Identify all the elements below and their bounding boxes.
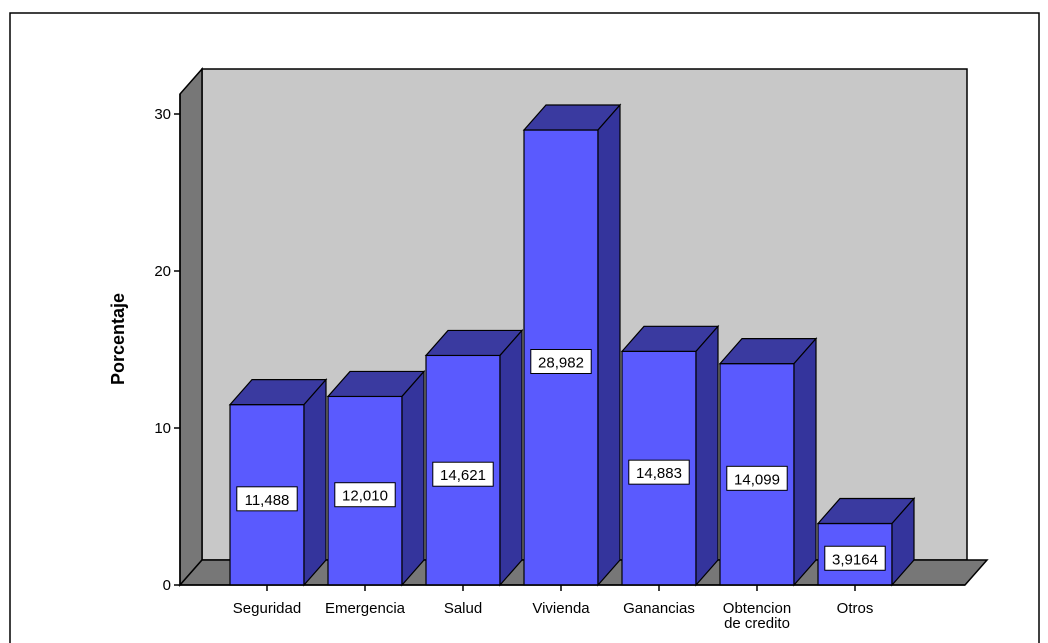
x-tick-label: Ganancias (623, 600, 695, 617)
data-label: 14,099 (734, 471, 780, 488)
y-axis: 0 10 20 30 (154, 94, 181, 594)
bar-side (499, 328, 523, 587)
x-tick-label: Emergencia (325, 600, 406, 617)
y-tick-label: 20 (154, 263, 171, 280)
bar-side (303, 378, 327, 587)
chart-side-wall (179, 67, 203, 587)
chart-border (9, 12, 1040, 643)
x-tick-label: Obtencion de credito (723, 600, 791, 632)
data-label: 28,982 (538, 354, 584, 371)
data-label-box (726, 465, 788, 491)
bar-side (695, 324, 719, 587)
data-label: 3,9164 (832, 551, 878, 568)
bar-3: 14,621 (424, 328, 524, 587)
data-label-box (334, 482, 396, 508)
data-label: 11,488 (245, 492, 290, 509)
x-axis: Seguridad Emergencia Salud Vivienda Ganancia… (180, 584, 965, 632)
bar-4: 28,982 (522, 103, 622, 587)
bar-side (597, 103, 621, 587)
x-tick-label: Vivienda (532, 600, 590, 617)
data-label-box (824, 545, 886, 571)
bar-1: 11,488 (228, 378, 328, 587)
y-tick-label: 10 (154, 420, 171, 437)
data-label: 12,010 (342, 488, 388, 505)
y-axis-label: Porcentaje (108, 293, 128, 385)
bar-side (401, 369, 425, 587)
x-tick-label: Seguridad (233, 600, 301, 617)
bar-5: 14,883 (620, 324, 720, 587)
data-label-box (530, 348, 592, 374)
data-label: 14,621 (440, 467, 486, 484)
bar-2: 12,010 (326, 369, 426, 587)
y-tick-label: 30 (154, 106, 171, 123)
data-label-box (236, 486, 298, 512)
data-label-box (432, 461, 494, 487)
x-tick-label: Salud (444, 600, 482, 617)
bar-side (793, 337, 817, 587)
bar-6: 14,099 (718, 337, 818, 587)
bars-group: 11,488 12,010 14,621 28,982 14,883 14,099 3,91… (228, 103, 916, 587)
data-label: 14,883 (636, 465, 682, 482)
bar-side (891, 496, 915, 587)
bar-7: 3,9164 (816, 496, 916, 587)
data-label-box (628, 459, 690, 485)
y-tick-label: 0 (163, 577, 171, 594)
x-tick-label: Otros (837, 600, 874, 617)
